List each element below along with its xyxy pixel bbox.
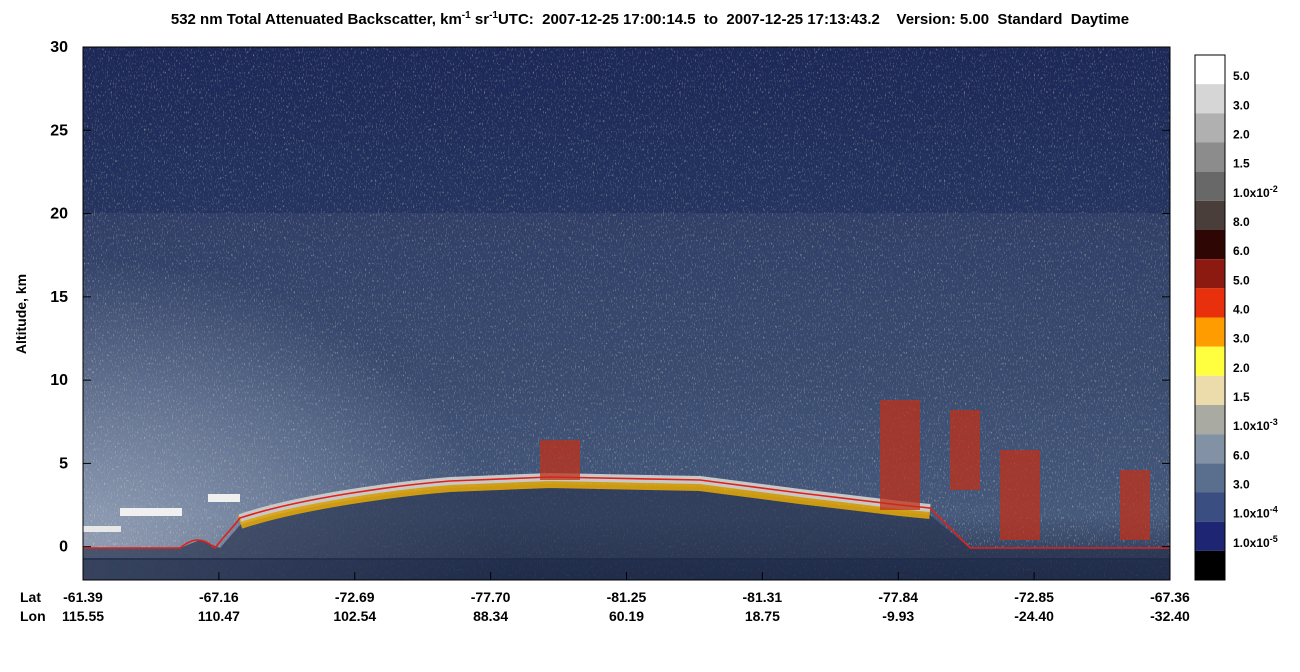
- colorbar-label-text: 2.0: [1233, 361, 1250, 375]
- lat-label: -61.39: [63, 589, 103, 605]
- title-sup: -1: [489, 10, 498, 21]
- colorbar-label: 4.0: [1233, 303, 1250, 317]
- y-tick-label: 0: [59, 539, 68, 556]
- colorbar-label-text: 3.0: [1233, 478, 1250, 492]
- colorbar-label-text: 1.0x10: [1233, 507, 1270, 521]
- colorbar-swatch: [1195, 463, 1225, 493]
- colorbar-label-text: 6.0: [1233, 244, 1250, 258]
- colorbar-swatch: [1195, 230, 1225, 260]
- colorbar-swatch: [1195, 346, 1225, 376]
- lon-label: -9.93: [882, 608, 914, 624]
- colorbar-label: 6.0: [1233, 448, 1250, 462]
- colorbar-label-exp: -3: [1270, 417, 1278, 427]
- lon-label: 102.54: [333, 608, 376, 624]
- colorbar-label-text: 8.0: [1233, 215, 1250, 229]
- lon-label: 60.19: [609, 608, 644, 624]
- chart-title: 532 nm Total Attenuated Backscatter, km-…: [171, 10, 1129, 28]
- colorbar-swatch: [1195, 113, 1225, 143]
- row-label: Lat: [20, 589, 41, 605]
- lon-label: 115.55: [62, 608, 104, 624]
- lat-label: -72.85: [1014, 589, 1054, 605]
- lat-label: -81.25: [607, 589, 647, 605]
- colorbar-label-text: 4.0: [1233, 303, 1250, 317]
- lat-label: -77.84: [878, 589, 918, 605]
- title-info: UTC: 2007-12-25 17:00:14.5 to 2007-12-25…: [498, 11, 1129, 28]
- colorbar-label: 8.0: [1233, 215, 1250, 229]
- y-tick-label: 15: [50, 289, 68, 306]
- colorbar-swatch: [1195, 521, 1225, 551]
- colorbar-frame: [1194, 54, 1226, 581]
- colorbar-label: 3.0: [1233, 98, 1250, 112]
- lat-label: -81.31: [743, 589, 783, 605]
- lat-label: -67.36: [1150, 589, 1190, 605]
- colorbar-label: 1.5: [1233, 157, 1250, 171]
- colorbar-swatch: [1195, 84, 1225, 114]
- lon-label: -24.40: [1014, 608, 1054, 624]
- colorbar-label: 1.0x10-2: [1233, 184, 1278, 200]
- y-axis-label: Altitude, km: [13, 274, 29, 354]
- y-tick-label: 20: [50, 206, 68, 223]
- colorbar-label-text: 6.0: [1233, 448, 1250, 462]
- colorbar-swatch: [1195, 55, 1225, 85]
- colorbar-swatch: [1195, 259, 1225, 289]
- colorbar-swatch: [1195, 550, 1225, 580]
- colorbar-swatch: [1195, 405, 1225, 435]
- colorbar-label-text: 1.5: [1233, 390, 1250, 404]
- lon-label: 88.34: [473, 608, 508, 624]
- colorbar-label-text: 1.0x10: [1233, 419, 1270, 433]
- colorbar-label-exp: -5: [1270, 534, 1278, 544]
- colorbar-label: 5.0: [1233, 69, 1250, 83]
- curtain-image: [83, 47, 1170, 580]
- colorbar-swatch: [1195, 142, 1225, 172]
- colorbar-label: 3.0: [1233, 478, 1250, 492]
- colorbar-label: 3.0: [1233, 332, 1250, 346]
- colorbar-label-exp: -4: [1270, 505, 1278, 515]
- colorbar-swatch: [1195, 434, 1225, 464]
- colorbar-swatch: [1195, 288, 1225, 318]
- colorbar-label: 1.0x10-5: [1233, 534, 1278, 550]
- colorbar-label: 1.0x10-3: [1233, 417, 1278, 433]
- colorbar-label-text: 3.0: [1233, 98, 1250, 112]
- colorbar-label: 2.0: [1233, 128, 1250, 142]
- lon-label: 110.47: [198, 608, 240, 624]
- colorbar-label-text: 1.5: [1233, 157, 1250, 171]
- lon-label: -32.40: [1150, 608, 1190, 624]
- lat-label: -77.70: [471, 589, 511, 605]
- row-label: Lon: [20, 608, 46, 624]
- y-tick-label: 25: [50, 122, 68, 139]
- title-sup: -1: [462, 10, 471, 21]
- lon-label: 18.75: [745, 608, 780, 624]
- y-tick-label: 5: [59, 455, 68, 472]
- colorbar-swatch: [1195, 317, 1225, 347]
- colorbar-label: 5.0: [1233, 273, 1250, 287]
- colorbar-label-exp: -2: [1270, 184, 1278, 194]
- colorbar-label-text: 2.0: [1233, 128, 1250, 142]
- colorbar-swatch: [1195, 492, 1225, 522]
- title-main: 532 nm Total Attenuated Backscatter, km: [171, 11, 462, 28]
- colorbar-label: 6.0: [1233, 244, 1250, 258]
- colorbar-label-text: 5.0: [1233, 273, 1250, 287]
- y-tick-label: 10: [50, 372, 68, 389]
- colorbar-swatch: [1195, 171, 1225, 201]
- colorbar-label: 1.5: [1233, 390, 1250, 404]
- colorbar-swatch: [1195, 200, 1225, 230]
- colorbar-label: 1.0x10-4: [1233, 505, 1278, 521]
- lat-label: -72.69: [335, 589, 375, 605]
- colorbar-label-text: 3.0: [1233, 332, 1250, 346]
- lat-label: -67.16: [199, 589, 239, 605]
- colorbar-label-text: 1.0x10: [1233, 186, 1270, 200]
- colorbar-label-text: 5.0: [1233, 69, 1250, 83]
- colorbar-label: 2.0: [1233, 361, 1250, 375]
- colorbar-swatch: [1195, 375, 1225, 405]
- title-mid: sr: [471, 11, 490, 28]
- colorbar-label-text: 1.0x10: [1233, 536, 1270, 550]
- y-tick-label: 30: [50, 39, 68, 56]
